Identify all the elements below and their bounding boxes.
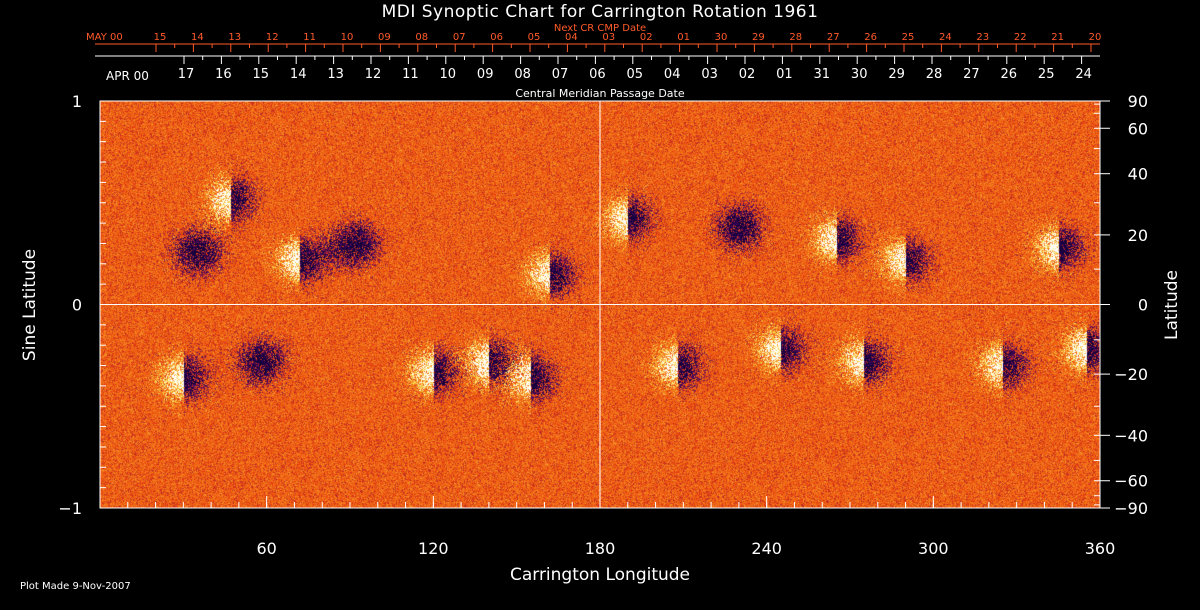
x-tick-label: 360 (1085, 539, 1116, 558)
next-cr-date-label: 12 (266, 32, 279, 43)
next-cr-date-label: 11 (303, 32, 316, 43)
next-cr-date-label: 09 (378, 32, 391, 43)
next-cr-date-label: 20 (1089, 32, 1102, 43)
next-cr-date-label: 23 (976, 32, 989, 43)
x-axis-label: Carrington Longitude (509, 565, 691, 585)
lat-tick-label: −20 (1114, 365, 1148, 384)
cmp-date-label: 30 (851, 67, 868, 82)
cmp-date-label: 17 (178, 67, 195, 82)
cmp-date-label: 16 (215, 67, 232, 82)
cmp-date-label: 31 (814, 67, 831, 82)
cmp-date-label: 14 (290, 67, 307, 82)
y-axis-label-right: Latitude (1162, 270, 1182, 340)
lat-tick-label: −60 (1114, 472, 1148, 491)
next-cr-date-label: 02 (640, 32, 653, 43)
cmp-date-label: 02 (739, 67, 756, 82)
next-cr-date-label: 10 (341, 32, 354, 43)
next-cr-date-label: 24 (939, 32, 952, 43)
y-tick-label-left: 0 (72, 296, 82, 315)
cmp-date-label: 29 (888, 67, 905, 82)
top-axis-title: Next CR CMP Date (553, 23, 647, 34)
x-tick-label: 60 (256, 539, 276, 558)
next-cr-date-label: 25 (902, 32, 915, 43)
next-cr-date-label: 30 (715, 32, 728, 43)
next-cr-date-label: 05 (528, 32, 541, 43)
next-cr-date-label: 08 (415, 32, 428, 43)
cmp-date-label: 03 (701, 67, 718, 82)
y-tick-label-left: −1 (58, 499, 82, 518)
cmp-date-label: 09 (477, 67, 494, 82)
next-cr-date-label: 04 (565, 32, 578, 43)
cmp-date-label: 12 (365, 67, 382, 82)
cmp-date-label: 28 (926, 67, 943, 82)
cmp-date-label: 11 (402, 67, 419, 82)
lat-tick-label: −90 (1114, 499, 1148, 518)
cmp-date-label: 25 (1038, 67, 1055, 82)
lat-tick-label: 20 (1128, 226, 1148, 245)
cmp-date-label: 04 (664, 67, 681, 82)
next-cr-month-label: MAY 00 (86, 32, 123, 43)
x-tick-label: 180 (585, 539, 616, 558)
date-axis-title: Central Meridian Passage Date (515, 87, 685, 100)
cmp-date-label: 08 (514, 67, 531, 82)
cmp-date-label: 15 (253, 67, 270, 82)
y-axis-label-left: Sine Latitude (20, 248, 40, 362)
cmp-date-label: 06 (589, 67, 606, 82)
cmp-date-label: 13 (327, 67, 344, 82)
next-cr-date-label: 14 (191, 32, 204, 43)
cmp-date-label: 10 (440, 67, 457, 82)
lat-tick-label: 60 (1128, 119, 1148, 138)
next-cr-date-label: 21 (1051, 32, 1064, 43)
next-cr-date-label: 15 (154, 32, 167, 43)
cmp-date-label: 24 (1075, 67, 1092, 82)
cmp-date-label: 07 (552, 67, 569, 82)
next-cr-date-label: 29 (752, 32, 765, 43)
x-tick-label: 120 (418, 539, 449, 558)
next-cr-date-label: 13 (228, 32, 241, 43)
next-cr-date-label: 03 (602, 32, 615, 43)
x-tick-label: 300 (918, 539, 949, 558)
next-cr-date-label: 01 (677, 32, 690, 43)
next-cr-date-label: 22 (1014, 32, 1027, 43)
next-cr-date-label: 27 (827, 32, 840, 43)
lat-tick-label: 90 (1128, 92, 1148, 111)
cmp-month-label: APR 00 (106, 69, 149, 83)
x-tick-label: 240 (751, 539, 782, 558)
next-cr-date-label: 06 (490, 32, 503, 43)
cmp-date-label: 05 (627, 67, 644, 82)
y-tick-label-left: 1 (72, 92, 82, 111)
lat-tick-label: 0 (1138, 296, 1148, 315)
cmp-date-label: 01 (776, 67, 793, 82)
lat-tick-label: 40 (1128, 165, 1148, 184)
plot-made-label: Plot Made 9-Nov-2007 (20, 581, 131, 592)
cmp-date-label: 26 (1001, 67, 1018, 82)
lat-tick-label: −40 (1114, 426, 1148, 445)
next-cr-date-label: 07 (453, 32, 466, 43)
cmp-date-label: 27 (963, 67, 980, 82)
chart-title: MDI Synoptic Chart for Carrington Rotati… (381, 2, 819, 22)
next-cr-date-label: 28 (789, 32, 802, 43)
next-cr-date-label: 26 (864, 32, 877, 43)
